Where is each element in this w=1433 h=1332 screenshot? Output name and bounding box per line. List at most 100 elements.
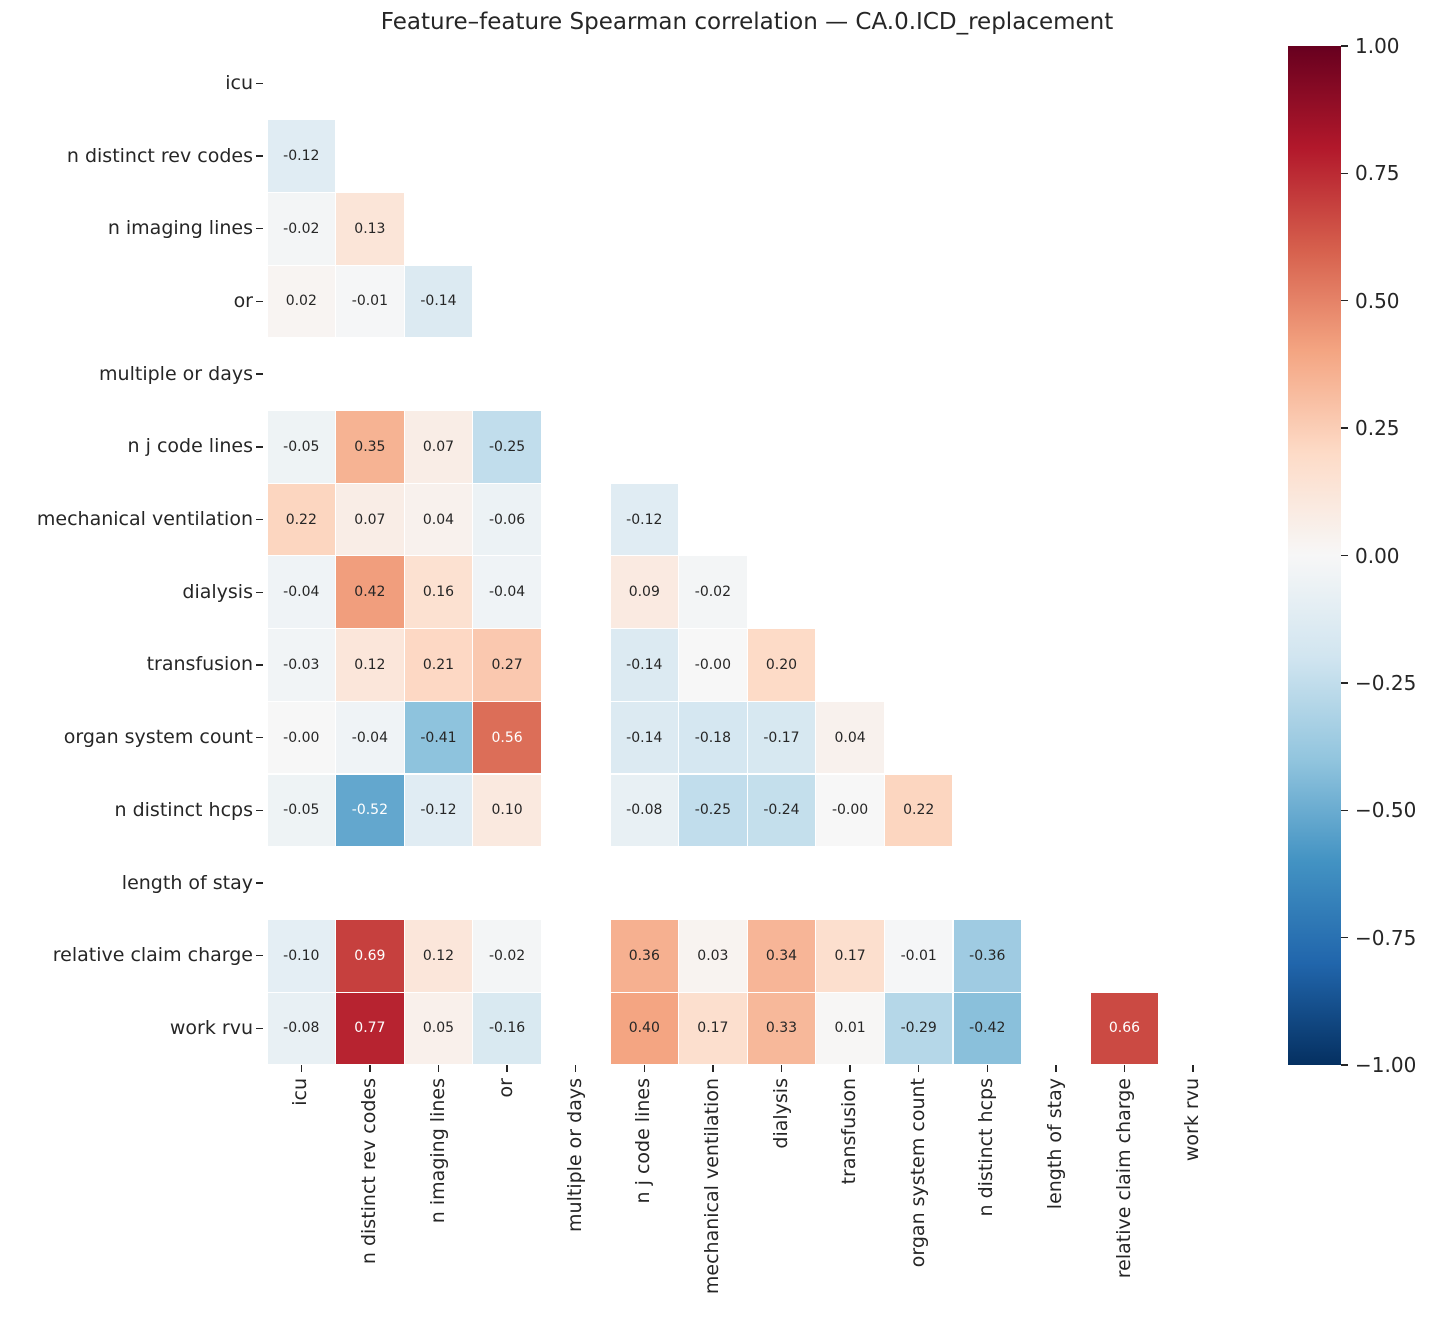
cell-value: 0.21 xyxy=(422,656,455,673)
colorbar-tick-mark xyxy=(1341,1064,1348,1066)
x-tick-label: n imaging lines xyxy=(426,1077,449,1223)
cell-value: -0.52 xyxy=(351,802,388,819)
heatmap-cell: 0.69 xyxy=(336,919,404,992)
heatmap-cell: -0.01 xyxy=(336,265,404,338)
heatmap-cell: 0.16 xyxy=(404,556,473,629)
cell-value: -0.04 xyxy=(351,729,388,746)
colorbar-tick-mark xyxy=(1341,172,1348,175)
cell-value: -0.00 xyxy=(694,656,731,673)
x-tick-mark xyxy=(918,1064,920,1072)
heatmap-cell: 0.07 xyxy=(336,483,404,556)
y-tick-mark xyxy=(256,82,263,85)
cell-value: 0.35 xyxy=(354,438,386,455)
heatmap-cell: 0.21 xyxy=(404,629,473,701)
heatmap-cell: -0.06 xyxy=(473,483,541,556)
heatmap-cell: 0.13 xyxy=(336,192,404,265)
heatmap-cell: -0.25 xyxy=(473,411,541,483)
y-tick-mark xyxy=(256,591,263,593)
colorbar-tick-label: −0.25 xyxy=(1355,670,1417,695)
x-tick-mark xyxy=(1123,1064,1126,1072)
colorbar-tick-label: 0.50 xyxy=(1355,288,1400,313)
heatmap-cell: -0.02 xyxy=(267,192,336,265)
heatmap-cell: 0.04 xyxy=(816,701,884,774)
cell-value: -0.00 xyxy=(283,729,320,746)
cell-value: 0.05 xyxy=(422,1020,455,1037)
cell-value: 0.34 xyxy=(765,947,798,964)
colorbar-tick-label: −1.00 xyxy=(1355,1053,1417,1077)
y-tick-mark xyxy=(256,300,263,303)
colorbar-tick-label: 0.00 xyxy=(1355,543,1400,568)
cell-value: -0.04 xyxy=(283,584,320,601)
x-tick-label: transfusion xyxy=(838,1077,861,1185)
heatmap-cell: -0.05 xyxy=(267,411,336,483)
y-tick-mark xyxy=(256,1027,263,1030)
cell-value: 0.27 xyxy=(491,656,523,673)
cell-value: -0.12 xyxy=(420,802,457,819)
heatmap-cell: -0.04 xyxy=(336,701,404,774)
cell-value: -0.02 xyxy=(283,220,320,237)
colorbar-tick-mark xyxy=(1341,300,1348,302)
heatmap-cell: -0.14 xyxy=(404,265,473,338)
x-tick-mark xyxy=(986,1064,988,1072)
cell-value: 0.77 xyxy=(354,1020,386,1037)
heatmap-cell: 0.17 xyxy=(679,992,747,1065)
y-tick-mark xyxy=(256,446,263,448)
cell-value: -0.01 xyxy=(900,947,937,964)
x-tick-mark xyxy=(780,1064,783,1072)
heatmap-cell: 0.35 xyxy=(336,411,404,483)
cell-value: 0.12 xyxy=(354,656,386,673)
heatmap-cell: -0.08 xyxy=(610,774,679,847)
y-tick-label: n distinct rev codes xyxy=(66,144,253,167)
cell-value: -0.25 xyxy=(488,438,526,455)
cell-value: 0.07 xyxy=(422,438,455,455)
y-tick-label: length of stay xyxy=(121,871,253,894)
y-tick-mark xyxy=(256,518,263,521)
x-tick-label: work rvu xyxy=(1181,1077,1204,1161)
cell-value: 0.17 xyxy=(834,947,866,964)
x-tick-mark xyxy=(849,1064,851,1072)
y-tick-label: organ system count xyxy=(63,726,253,749)
cell-value: -0.00 xyxy=(831,802,869,819)
heatmap-cell: 0.77 xyxy=(336,992,404,1065)
cell-value: -0.14 xyxy=(626,729,663,746)
y-tick-mark xyxy=(256,736,263,739)
cell-value: -0.14 xyxy=(626,656,663,673)
heatmap-cell: 0.22 xyxy=(267,483,336,556)
cell-value: -0.16 xyxy=(488,1020,526,1037)
colorbar-tick-label: −0.75 xyxy=(1355,925,1417,950)
x-tick-mark xyxy=(575,1064,577,1072)
heatmap-cell: -0.10 xyxy=(267,919,336,992)
heatmap-cell: -0.12 xyxy=(267,120,336,192)
cell-value: -0.41 xyxy=(420,729,457,746)
cell-value: 0.22 xyxy=(903,802,935,819)
cell-value: 0.33 xyxy=(765,1020,798,1037)
x-tick-mark xyxy=(369,1064,371,1072)
cell-value: -0.02 xyxy=(488,947,526,964)
cell-value: 0.56 xyxy=(491,729,523,746)
y-tick-mark xyxy=(256,373,263,375)
cell-value: -0.24 xyxy=(763,802,800,819)
y-tick-label: relative claim charge xyxy=(52,944,253,967)
heatmap-cell: 0.34 xyxy=(747,919,816,992)
heatmap-cell: 0.01 xyxy=(816,992,884,1065)
cell-value: 0.20 xyxy=(765,656,798,673)
heatmap-cell: 0.20 xyxy=(747,629,816,701)
cell-value: -0.25 xyxy=(694,802,731,819)
heatmap-cell: -0.16 xyxy=(473,992,541,1065)
y-tick-mark xyxy=(256,664,263,666)
y-tick-mark xyxy=(256,809,263,812)
x-tick-label: or xyxy=(495,1077,518,1098)
cell-value: 0.13 xyxy=(354,220,386,237)
colorbar-tick-mark xyxy=(1341,45,1348,47)
x-tick-label: organ system count xyxy=(906,1077,929,1268)
x-tick-mark xyxy=(437,1064,440,1072)
cell-value: -0.08 xyxy=(283,1020,320,1037)
cell-value: 0.09 xyxy=(628,584,660,601)
heatmap-cell: 0.04 xyxy=(404,483,473,556)
cell-value: 0.40 xyxy=(628,1020,660,1037)
y-tick-label: mechanical ventilation xyxy=(36,508,253,531)
heatmap-cell: 0.22 xyxy=(884,774,953,847)
cell-value: 0.17 xyxy=(697,1020,729,1037)
heatmap-cell: 0.12 xyxy=(404,919,473,992)
cell-value: -0.10 xyxy=(283,947,320,964)
